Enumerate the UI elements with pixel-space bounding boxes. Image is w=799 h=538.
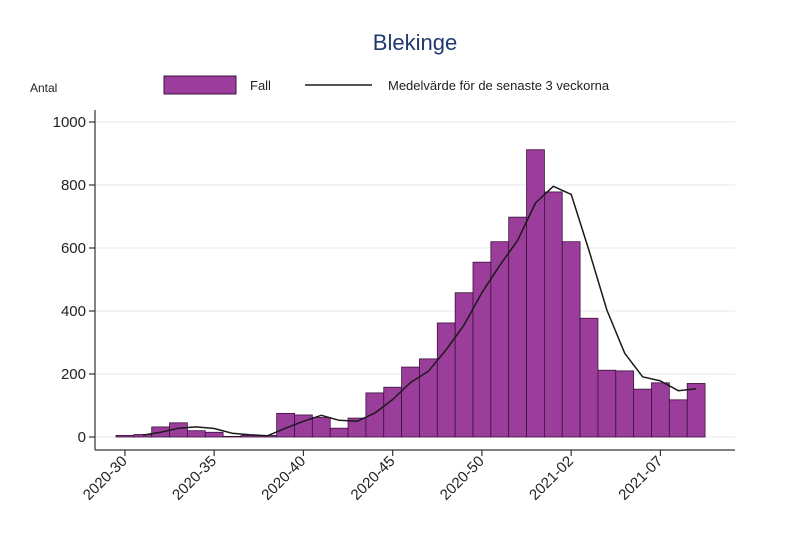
mean-line-group: [142, 185, 697, 437]
legend-label-mean: Medelvärde för de senaste 3 veckorna: [388, 78, 610, 93]
bar-2020-46: [401, 366, 420, 438]
bar-2020-44: [365, 392, 385, 438]
legend-swatch-fall: [163, 75, 237, 95]
y-tick-label: 1000: [53, 114, 86, 131]
bar-2020-42: [329, 427, 349, 438]
bar-2021-04: [597, 369, 617, 438]
bar-2020-51: [490, 241, 510, 438]
x-tick-label: 2021-02: [526, 453, 577, 504]
bar-2021-07: [651, 382, 670, 438]
bar-2020-35: [204, 431, 224, 438]
y-tick-label: 200: [61, 366, 86, 383]
bar-2021-02: [561, 241, 581, 438]
bars: [115, 149, 706, 438]
legend: Fall Medelvärde för de senaste 3 veckorn…: [163, 75, 610, 95]
x-tick-label: 2020-50: [437, 453, 488, 504]
x-tick-label: 2020-35: [169, 453, 220, 504]
bar-2020-53: [526, 149, 545, 438]
bar-2021-03: [579, 317, 599, 438]
axes: 0 200 400 600 800 1000 2020-30 2020-35 2020-40 20…: [53, 110, 735, 504]
x-tick-label: 2020-30: [80, 453, 131, 504]
bar-2021-01: [544, 191, 563, 438]
mean-line: [142, 185, 697, 437]
y-tick-label: 0: [78, 429, 86, 446]
bar-2021-08: [668, 399, 688, 438]
x-tick-label: 2020-45: [348, 453, 399, 504]
bar-2020-40: [294, 414, 313, 438]
bar-2020-45: [383, 386, 403, 438]
bar-2020-50: [472, 261, 492, 438]
y-tick-label: 600: [61, 240, 86, 257]
bar-2020-30: [115, 435, 135, 438]
y-tick-label: 400: [61, 303, 86, 320]
chart-title: Blekinge: [373, 30, 457, 55]
bar-2020-34: [186, 430, 206, 438]
bar-2021-06: [633, 388, 652, 438]
bar-2021-05: [615, 370, 635, 438]
bar-2020-41: [311, 417, 331, 438]
legend-label-fall: Fall: [250, 78, 271, 93]
y-tick-label: 800: [61, 177, 86, 194]
y-axis-label: Antal: [30, 81, 57, 95]
x-tick-label: 2020-40: [258, 453, 309, 504]
bar-2021-09: [686, 383, 706, 438]
x-tick-label: 2021-07: [615, 453, 666, 504]
bar-2020-36: [222, 435, 242, 438]
